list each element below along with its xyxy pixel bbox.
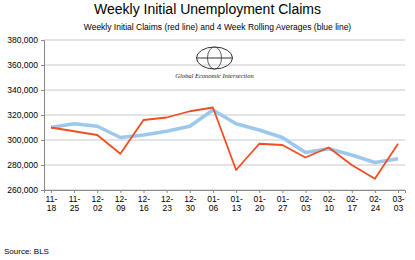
x-tick: 12-09 bbox=[115, 190, 127, 213]
x-tick-mark bbox=[375, 190, 376, 193]
x-tick-label: 12-02 bbox=[92, 194, 104, 213]
logo: Global Economic Intersection bbox=[175, 47, 253, 79]
x-axis: 11-18 11-25 12-02 12-09 12-16 12-23 12-30 01-06… bbox=[45, 190, 406, 213]
y-tick-label: 340,000 bbox=[7, 85, 38, 95]
y-tick-mark bbox=[41, 115, 44, 116]
x-tick-label: 12-23 bbox=[161, 194, 173, 213]
x-tick-mark bbox=[74, 190, 75, 193]
x-tick-label: 01-27 bbox=[277, 194, 289, 213]
x-tick: 01-20 bbox=[254, 190, 266, 213]
y-tick-label: 280,000 bbox=[7, 160, 38, 170]
x-tick-label: 02-03 bbox=[300, 194, 312, 213]
grid bbox=[44, 40, 405, 190]
y-axis-line bbox=[41, 41, 45, 191]
annotation: Global Economic Intersection bbox=[175, 72, 253, 79]
grid-line bbox=[44, 65, 405, 66]
x-tick: 02-24 bbox=[369, 190, 381, 213]
x-tick: 02-17 bbox=[346, 190, 358, 213]
y-tick-mark bbox=[41, 90, 44, 91]
x-tick-mark bbox=[190, 190, 191, 193]
x-tick-mark bbox=[329, 190, 330, 193]
x-tick: 11-18 bbox=[46, 190, 58, 213]
title: Weekly Initial Unemployment Claims bbox=[94, 1, 321, 17]
x-tick: 02-10 bbox=[323, 190, 335, 213]
x-tick-mark bbox=[167, 190, 168, 193]
y-tick: 260,000 bbox=[7, 185, 44, 195]
logo-line bbox=[197, 58, 233, 59]
y-tick: 320,000 bbox=[7, 110, 44, 120]
x-tick-mark bbox=[120, 190, 121, 193]
y-tick-label: 260,000 bbox=[7, 185, 38, 195]
chart-svg: Weekly Initial Unemployment Claims Weekly… bbox=[0, 0, 415, 260]
y-tick-label: 300,000 bbox=[7, 135, 38, 145]
x-tick-label: 01-06 bbox=[207, 194, 219, 213]
x-tick-label: 12-30 bbox=[184, 194, 196, 213]
x-tick: 02-03 bbox=[300, 190, 312, 213]
x-tick: 01-06 bbox=[207, 190, 219, 213]
logo-globe bbox=[197, 47, 233, 69]
y-tick-label: 380,000 bbox=[7, 35, 38, 45]
x-tick-mark bbox=[51, 190, 52, 193]
x-tick-label: 01-13 bbox=[230, 194, 242, 213]
x-tick-label: 03-03 bbox=[392, 194, 404, 213]
logo-meridian bbox=[208, 47, 222, 69]
y-tick-mark bbox=[41, 65, 44, 66]
lines bbox=[51, 108, 398, 179]
x-tick-label: 11-18 bbox=[46, 194, 58, 213]
x-tick-mark bbox=[236, 190, 237, 193]
y-tick-mark bbox=[41, 40, 44, 41]
x-tick-mark bbox=[398, 190, 399, 193]
y-tick: 300,000 bbox=[7, 135, 44, 145]
subtitle: Weekly Initial Claims (red line) and 4 W… bbox=[84, 22, 352, 32]
x-tick-mark bbox=[144, 190, 145, 193]
x-tick-label: 12-09 bbox=[115, 194, 127, 213]
x-tick: 12-23 bbox=[161, 190, 173, 213]
source: Source: BLS bbox=[4, 247, 49, 256]
x-tick-label: 12-16 bbox=[138, 194, 150, 213]
x-tick: 12-16 bbox=[138, 190, 150, 213]
y-axis: 380,000 360,000 340,000 320,000 300,000 280,0… bbox=[7, 35, 44, 195]
x-tick-label: 01-20 bbox=[254, 194, 266, 213]
y-tick-mark bbox=[41, 190, 44, 191]
x-tick-label: 02-24 bbox=[369, 194, 381, 213]
y-tick: 280,000 bbox=[7, 160, 44, 170]
chart-container: Weekly Initial Unemployment Claims Weekly… bbox=[0, 0, 415, 260]
y-tick: 380,000 bbox=[7, 35, 44, 45]
x-tick-label: 11-25 bbox=[69, 194, 81, 213]
x-tick-mark bbox=[282, 190, 283, 193]
x-tick-label: 02-17 bbox=[346, 194, 358, 213]
x-tick-mark bbox=[259, 190, 260, 193]
x-tick-mark bbox=[97, 190, 98, 193]
grid-line bbox=[44, 40, 405, 41]
y-tick-label: 320,000 bbox=[7, 110, 38, 120]
series-line bbox=[51, 108, 398, 179]
y-tick-label: 360,000 bbox=[7, 60, 38, 70]
grid-line bbox=[44, 90, 405, 91]
x-tick: 01-13 bbox=[230, 190, 242, 213]
x-tick: 12-30 bbox=[184, 190, 196, 213]
x-axis-line bbox=[45, 191, 406, 194]
x-tick: 01-27 bbox=[277, 190, 289, 213]
x-tick-mark bbox=[352, 190, 353, 193]
x-tick: 03-03 bbox=[392, 190, 404, 213]
y-tick: 340,000 bbox=[7, 85, 44, 95]
y-tick-mark bbox=[41, 140, 44, 141]
x-tick: 11-25 bbox=[69, 190, 81, 213]
y-tick-mark bbox=[41, 165, 44, 166]
x-tick-mark bbox=[305, 190, 306, 193]
plot: Global Economic Intersection 380,000 360,0… bbox=[7, 35, 405, 213]
x-tick: 12-02 bbox=[92, 190, 104, 213]
y-tick: 360,000 bbox=[7, 60, 44, 70]
x-tick-mark bbox=[213, 190, 214, 193]
x-tick-label: 02-10 bbox=[323, 194, 335, 213]
